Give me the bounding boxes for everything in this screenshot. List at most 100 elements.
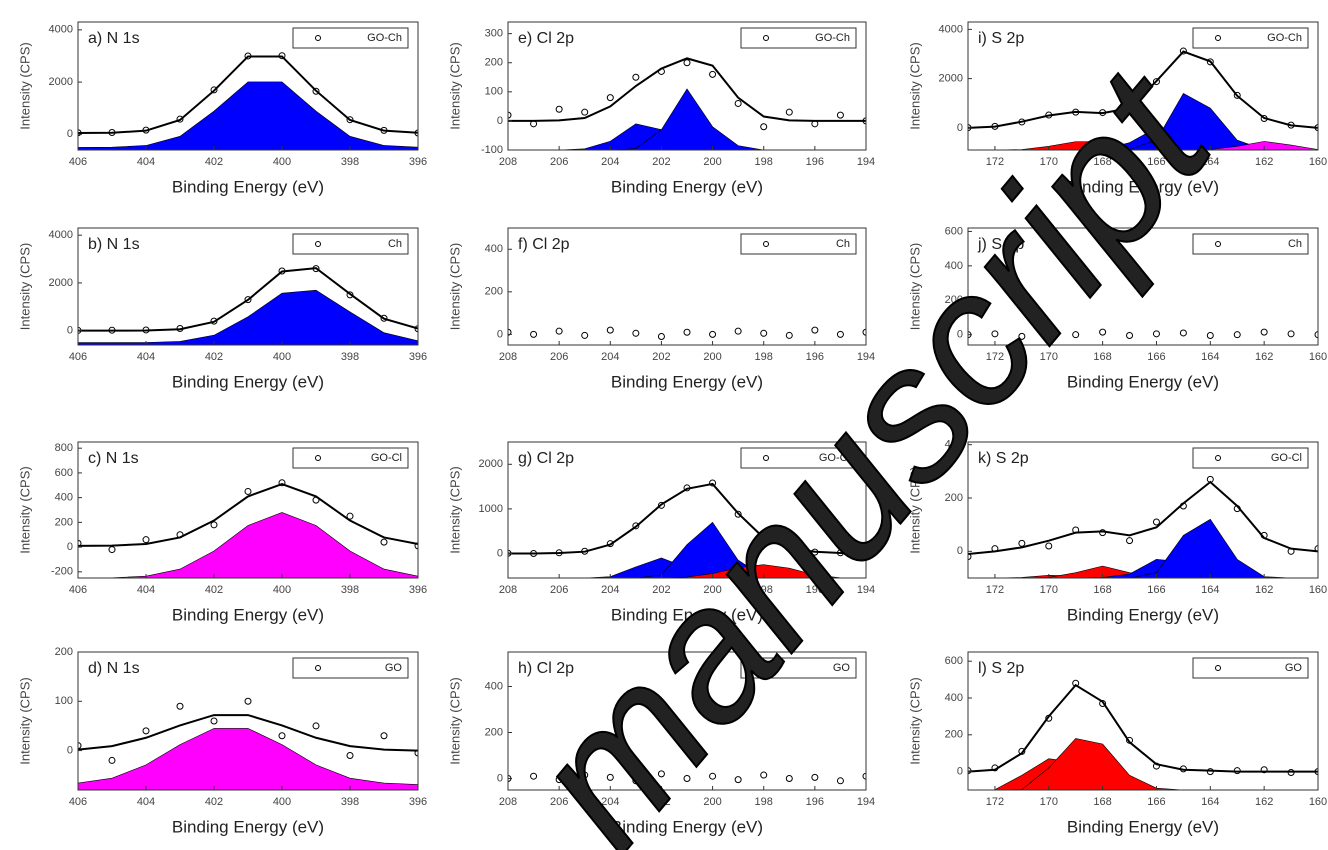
y-tick-label: 200: [485, 57, 503, 69]
legend-box: [740, 447, 857, 469]
y-tick-label: 4000: [49, 229, 73, 241]
data-point: [811, 773, 819, 781]
x-tick-label: 204: [601, 796, 619, 808]
axes-frame: [967, 21, 1319, 151]
data-point: [1045, 542, 1053, 550]
data-point: [606, 94, 614, 102]
data-point: [606, 540, 614, 548]
data-point: [414, 325, 418, 333]
legend-box: [292, 233, 409, 255]
data-point: [760, 771, 768, 779]
data-point: [1314, 545, 1318, 553]
y-tick-label: 200: [945, 492, 963, 504]
data-point: [142, 126, 150, 134]
x-tick-label: 206: [550, 156, 568, 168]
y-axis-label: Intensity (CPS): [907, 677, 922, 764]
data-point: [1072, 108, 1080, 116]
x-tick-label: 194: [857, 156, 875, 168]
x-tick-label: 166: [1147, 796, 1165, 808]
axes-frame: [77, 227, 419, 346]
y-axis-label: Intensity (CPS): [447, 677, 462, 764]
data-point: [1287, 330, 1295, 338]
legend-label: Ch: [1288, 238, 1302, 250]
data-point: [1233, 91, 1241, 99]
axes-frame: [507, 441, 867, 579]
data-point: [1126, 736, 1134, 744]
legend-box: [292, 657, 409, 679]
data-point: [632, 329, 640, 337]
x-tick-label: 172: [986, 156, 1004, 168]
data-point: [734, 99, 742, 107]
legend-marker: [1215, 35, 1221, 41]
data-point: [278, 52, 286, 60]
x-tick-label: 208: [499, 796, 517, 808]
data-point: [142, 326, 150, 334]
fit-envelope: [508, 482, 866, 555]
x-tick-label: 404: [137, 584, 155, 596]
data-point: [1152, 78, 1160, 86]
data-point: [176, 325, 184, 333]
x-tick-label: 400: [273, 584, 291, 596]
legend-box: [1192, 27, 1309, 49]
legend-marker: [315, 241, 321, 247]
data-point: [785, 775, 793, 782]
y-tick-label: 600: [55, 467, 73, 479]
data-point: [1287, 547, 1295, 555]
x-axis-label: Binding Energy (eV): [172, 605, 324, 624]
x-axis-label: Binding Energy (eV): [1067, 372, 1219, 391]
x-tick-label: 406: [69, 796, 87, 808]
x-tick-label: 170: [1040, 351, 1058, 363]
x-tick-label: 170: [1040, 584, 1058, 596]
x-tick-label: 162: [1255, 584, 1273, 596]
panel-label: e) Cl 2p: [518, 30, 574, 47]
data-point: [581, 108, 589, 116]
x-tick-label: 406: [69, 156, 87, 168]
data-point: [836, 549, 844, 557]
data-point: [530, 330, 538, 338]
data-point: [811, 326, 819, 334]
legend-marker: [763, 455, 769, 461]
data-point: [530, 120, 538, 128]
data-point: [414, 749, 418, 757]
y-axis-label: Intensity (CPS): [447, 243, 462, 330]
x-tick-label: 206: [550, 351, 568, 363]
x-tick-label: 204: [601, 156, 619, 168]
x-tick-label: 172: [986, 351, 1004, 363]
fit-component: [508, 564, 866, 578]
x-tick-label: 204: [601, 351, 619, 363]
data-point: [734, 510, 742, 518]
panel-label: a) N 1s: [88, 30, 140, 47]
x-tick-label: 172: [986, 584, 1004, 596]
y-tick-label: 0: [957, 329, 963, 341]
x-axis-label: Binding Energy (eV): [611, 177, 763, 196]
data-point: [312, 722, 320, 730]
data-point: [683, 775, 691, 782]
data-point: [581, 331, 589, 339]
x-tick-label: 402: [205, 351, 223, 363]
fit-envelope: [78, 482, 418, 547]
data-point: [176, 115, 184, 123]
data-point: [1206, 768, 1214, 776]
x-tick-label: 396: [409, 584, 427, 596]
data-point: [278, 479, 286, 487]
panel-label: d) N 1s: [88, 660, 140, 677]
axes-frame: [507, 227, 867, 346]
data-point: [555, 327, 563, 335]
legend-marker: [315, 665, 321, 671]
data-point: [244, 52, 252, 60]
data-point: [1099, 700, 1107, 708]
y-tick-label: 600: [945, 655, 963, 667]
legend-label: Ch: [388, 238, 402, 250]
data-point: [380, 538, 388, 546]
y-tick-label: 100: [485, 86, 503, 98]
x-tick-label: 164: [1201, 351, 1219, 363]
x-tick-label: 402: [205, 584, 223, 596]
y-tick-label: 0: [67, 744, 73, 756]
x-tick-label: 200: [703, 796, 721, 808]
y-tick-label: 2000: [479, 458, 503, 470]
data-point: [142, 727, 150, 735]
data-point: [1045, 329, 1053, 337]
x-tick-label: 168: [1093, 584, 1111, 596]
data-point: [1260, 114, 1268, 122]
